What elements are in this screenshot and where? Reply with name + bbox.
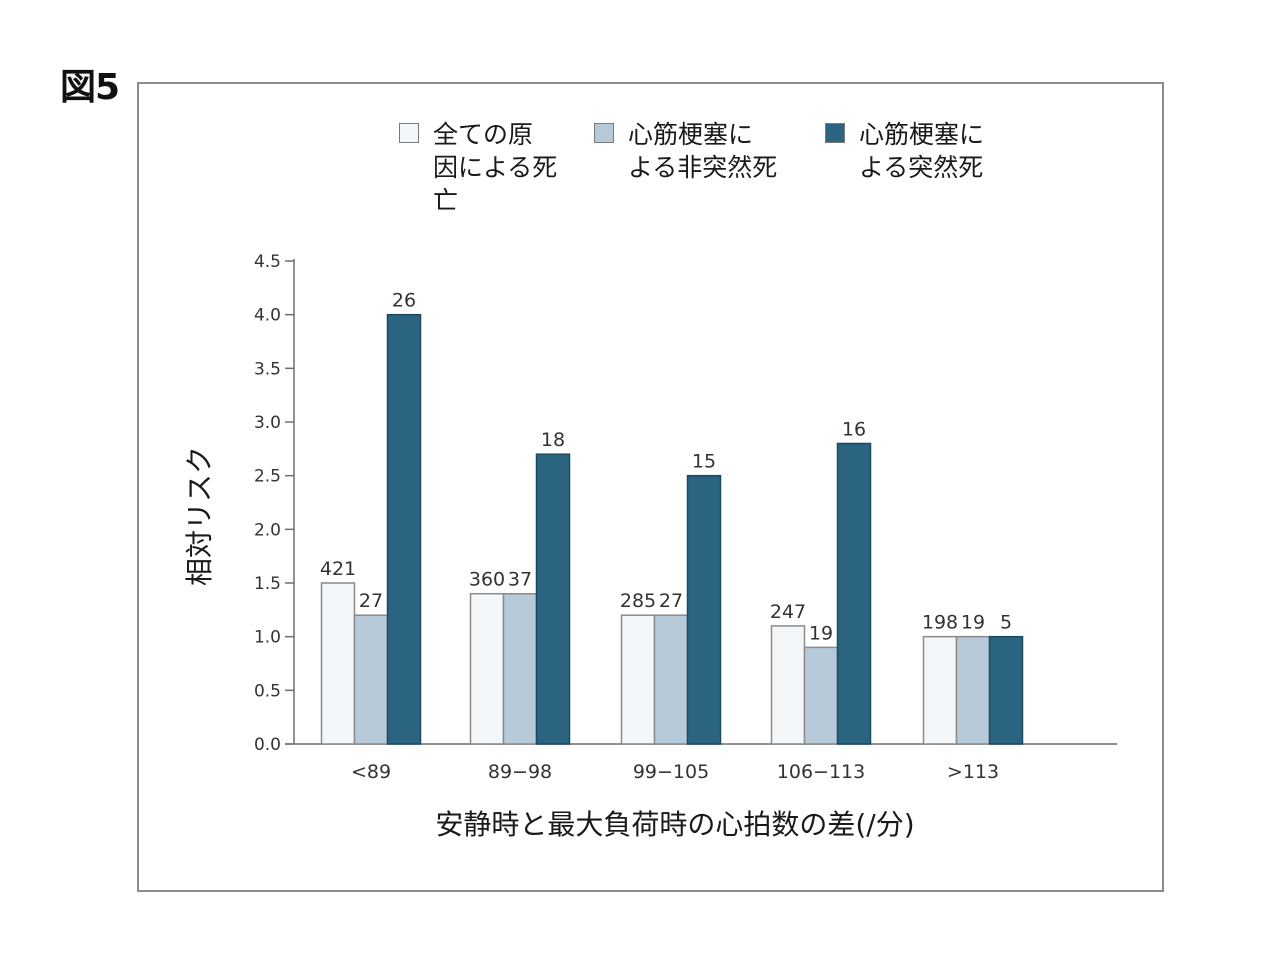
y-tick-label: 2.5 — [254, 467, 281, 487]
bar-all-cause — [320, 582, 356, 745]
data-label-nonsudden: 19 — [809, 622, 833, 644]
y-tick-label: 1.5 — [254, 574, 281, 594]
legend-item-all-cause: 全ての原 因による死 亡 — [399, 118, 557, 217]
data-label-all-cause: 421 — [320, 558, 356, 580]
data-label-nonsudden: 27 — [359, 590, 383, 612]
x-category-label: 99−105 — [633, 761, 709, 783]
data-label-all-cause: 198 — [922, 612, 958, 634]
legend-swatch-nonsudden — [594, 123, 614, 143]
data-label-all-cause: 285 — [620, 590, 656, 612]
data-label-nonsudden: 27 — [659, 590, 683, 612]
data-label-all-cause: 360 — [469, 569, 505, 591]
data-label-sudden: 26 — [392, 290, 416, 312]
data-label-all-cause: 247 — [770, 601, 806, 623]
bar-all-cause — [770, 625, 806, 745]
bar-nonsudden — [502, 592, 538, 745]
bar-nonsudden — [353, 614, 389, 745]
data-label-nonsudden: 37 — [508, 569, 532, 591]
legend-item-nonsudden: 心筋梗塞に よる非突然死 — [594, 118, 777, 184]
data-label-nonsudden: 19 — [961, 612, 985, 634]
x-category-label: <89 — [351, 761, 391, 783]
y-tick-label: 0.5 — [254, 681, 281, 701]
x-category-label: 106−113 — [777, 761, 865, 783]
chart-frame: 0.0 0.5 1.0 1.5 2.0 2.5 3.0 3.5 4.0 4.5 421 27 26 <89… — [137, 82, 1164, 892]
bar-chart: 0.00.51.01.52.02.53.03.54.04.54212726<89… — [183, 252, 1117, 841]
y-tick-label: 4.0 — [254, 306, 281, 326]
legend-label-sudden: 心筋梗塞に よる突然死 — [859, 120, 985, 182]
legend-label-all-cause: 全ての原 因による死 亡 — [433, 120, 558, 215]
y-tick-label: 2.0 — [254, 520, 281, 540]
bar-sudden — [836, 442, 872, 745]
legend-swatch-all-cause — [399, 123, 419, 143]
y-tick-label: 0.0 — [254, 735, 281, 755]
x-axis-title: 安静時と最大負荷時の心拍数の差(/分) — [435, 808, 914, 841]
figure-label: 図5 — [60, 67, 120, 108]
y-tick-label: 4.5 — [254, 252, 281, 272]
y-tick-label: 3.0 — [254, 413, 281, 433]
y-tick-label: 3.5 — [254, 359, 281, 379]
legend-swatch-sudden — [825, 123, 845, 143]
bar-sudden — [535, 453, 571, 745]
bar-nonsudden — [803, 646, 839, 745]
bar-sudden — [686, 474, 722, 745]
x-category-label: 89−98 — [488, 761, 552, 783]
y-axis-title: 相対リスク — [183, 446, 216, 586]
bar-nonsudden — [955, 635, 991, 745]
data-label-sudden: 15 — [692, 451, 716, 473]
bar-all-cause — [922, 635, 958, 745]
data-label-sudden: 16 — [842, 418, 866, 440]
y-tick-label: 1.0 — [254, 628, 281, 648]
bar-all-cause — [469, 592, 505, 745]
x-category-label: >113 — [947, 761, 999, 783]
bar-sudden — [386, 313, 422, 745]
data-label-sudden: 18 — [541, 429, 565, 451]
legend-item-sudden: 心筋梗塞に よる突然死 — [825, 118, 984, 184]
legend-label-nonsudden: 心筋梗塞に よる非突然死 — [628, 120, 778, 182]
data-label-sudden: 5 — [1000, 612, 1012, 634]
bar-nonsudden — [653, 614, 689, 745]
bar-sudden — [988, 635, 1024, 745]
bar-all-cause — [620, 614, 656, 745]
